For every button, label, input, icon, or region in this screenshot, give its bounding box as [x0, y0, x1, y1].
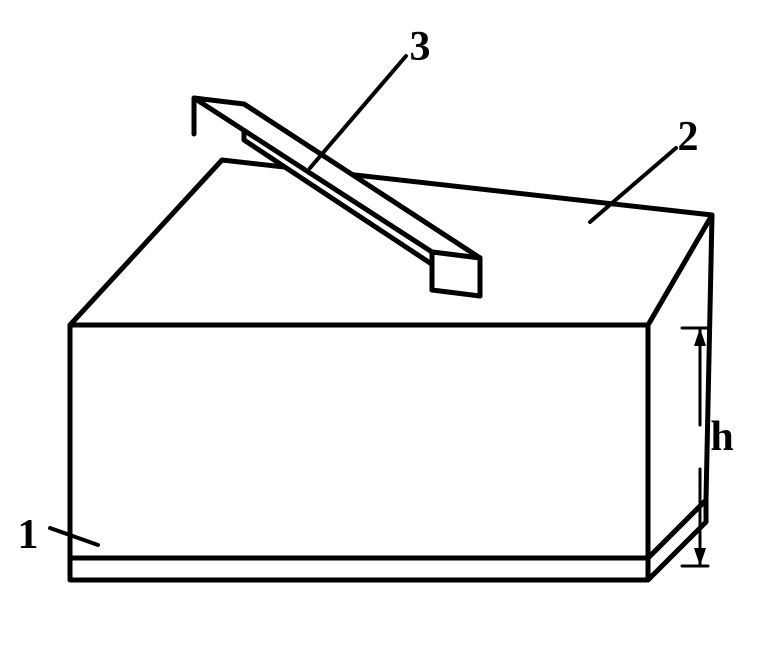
- label-2: 2: [678, 114, 699, 160]
- label-h: h: [710, 414, 733, 460]
- diagram-svg: 1 2 3 h: [0, 0, 782, 655]
- polygon-shape: [432, 252, 480, 296]
- label-3: 3: [410, 24, 431, 70]
- polygon-shape: [70, 558, 648, 580]
- polygon-shape: [70, 325, 648, 558]
- label-1: 1: [18, 512, 39, 558]
